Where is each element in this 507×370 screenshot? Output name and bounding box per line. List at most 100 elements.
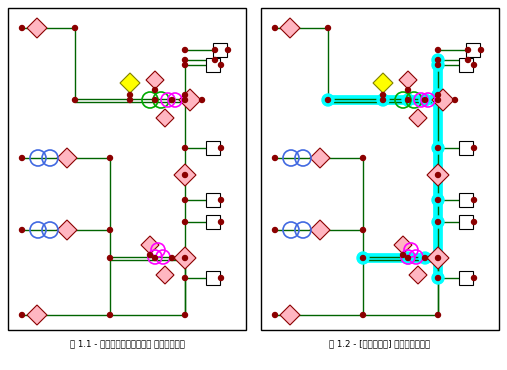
Bar — [206, 271, 220, 285]
Circle shape — [272, 228, 277, 232]
Circle shape — [377, 94, 389, 106]
Circle shape — [322, 94, 334, 106]
Circle shape — [402, 252, 414, 264]
Circle shape — [436, 63, 441, 67]
Circle shape — [472, 276, 477, 280]
Circle shape — [360, 155, 366, 161]
Circle shape — [183, 172, 188, 178]
Circle shape — [107, 155, 113, 161]
Circle shape — [436, 98, 441, 102]
Polygon shape — [432, 89, 454, 111]
Circle shape — [432, 252, 444, 264]
Circle shape — [107, 256, 113, 260]
Circle shape — [436, 47, 441, 53]
Polygon shape — [174, 164, 196, 186]
Circle shape — [360, 313, 366, 317]
Polygon shape — [394, 236, 412, 254]
Circle shape — [432, 272, 444, 284]
Circle shape — [380, 92, 385, 98]
Polygon shape — [156, 109, 174, 127]
Circle shape — [169, 256, 174, 260]
Circle shape — [402, 94, 414, 106]
Circle shape — [148, 252, 153, 258]
Circle shape — [199, 98, 204, 102]
Circle shape — [219, 63, 224, 67]
Circle shape — [325, 98, 331, 102]
Circle shape — [432, 89, 444, 101]
Circle shape — [219, 276, 224, 280]
Circle shape — [419, 94, 431, 106]
Circle shape — [436, 256, 441, 260]
Circle shape — [432, 169, 444, 181]
Circle shape — [183, 219, 188, 225]
Circle shape — [73, 26, 78, 30]
Circle shape — [183, 47, 188, 53]
Circle shape — [183, 63, 188, 67]
Circle shape — [406, 87, 411, 92]
Circle shape — [219, 219, 224, 225]
Circle shape — [436, 276, 441, 280]
Circle shape — [19, 26, 24, 30]
Bar — [206, 193, 220, 207]
Polygon shape — [57, 148, 77, 168]
Circle shape — [272, 26, 277, 30]
Polygon shape — [310, 220, 330, 240]
Bar — [206, 141, 220, 155]
Circle shape — [465, 47, 470, 53]
Polygon shape — [280, 305, 300, 325]
Circle shape — [360, 228, 366, 232]
Bar — [459, 193, 473, 207]
Circle shape — [380, 98, 385, 102]
Circle shape — [472, 198, 477, 202]
Polygon shape — [141, 236, 159, 254]
Circle shape — [183, 145, 188, 151]
Circle shape — [453, 98, 457, 102]
Circle shape — [127, 92, 132, 98]
Circle shape — [183, 198, 188, 202]
Bar — [466, 43, 480, 57]
Circle shape — [107, 313, 113, 317]
Polygon shape — [174, 247, 196, 269]
Polygon shape — [373, 73, 393, 93]
Circle shape — [436, 145, 441, 151]
Circle shape — [436, 198, 441, 202]
Polygon shape — [280, 18, 300, 38]
Circle shape — [183, 57, 188, 63]
Circle shape — [472, 145, 477, 151]
FancyBboxPatch shape — [8, 8, 246, 330]
Circle shape — [422, 256, 427, 260]
Text: 図 1.2 - [ループ解析] トレースの結果: 図 1.2 - [ループ解析] トレースの結果 — [330, 340, 430, 349]
Circle shape — [153, 87, 158, 92]
Circle shape — [19, 155, 24, 161]
Circle shape — [472, 63, 477, 67]
Bar — [459, 215, 473, 229]
Bar — [213, 43, 227, 57]
Circle shape — [472, 219, 477, 225]
Circle shape — [406, 256, 411, 260]
Circle shape — [183, 256, 188, 260]
Circle shape — [479, 47, 484, 53]
Circle shape — [219, 198, 224, 202]
Circle shape — [432, 94, 444, 106]
Circle shape — [465, 57, 470, 63]
Polygon shape — [120, 73, 140, 93]
Circle shape — [183, 313, 188, 317]
Circle shape — [432, 94, 444, 106]
Polygon shape — [179, 89, 201, 111]
Polygon shape — [409, 109, 427, 127]
Polygon shape — [427, 164, 449, 186]
Circle shape — [183, 98, 188, 102]
Bar — [459, 58, 473, 72]
Circle shape — [401, 252, 406, 258]
Circle shape — [436, 313, 441, 317]
Bar — [206, 58, 220, 72]
Circle shape — [436, 92, 441, 98]
Polygon shape — [427, 247, 449, 269]
Circle shape — [219, 145, 224, 151]
Circle shape — [360, 256, 366, 260]
Circle shape — [436, 57, 441, 63]
Text: 図 1.1 - 当初のスケマティック ダイアグラム: 図 1.1 - 当初のスケマティック ダイアグラム — [69, 340, 185, 349]
Circle shape — [272, 313, 277, 317]
Circle shape — [212, 57, 218, 63]
Circle shape — [432, 142, 444, 154]
